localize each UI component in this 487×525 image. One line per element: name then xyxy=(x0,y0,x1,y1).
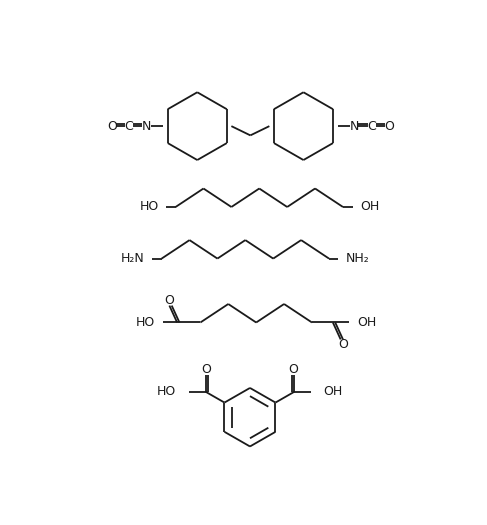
Text: HO: HO xyxy=(139,201,159,214)
Text: OH: OH xyxy=(360,201,379,214)
Text: OH: OH xyxy=(324,385,343,398)
Text: O: O xyxy=(289,363,299,376)
Text: O: O xyxy=(384,120,393,133)
Text: C: C xyxy=(367,120,376,133)
Text: O: O xyxy=(165,293,174,307)
Text: O: O xyxy=(338,338,348,351)
Text: N: N xyxy=(141,120,151,133)
Text: OH: OH xyxy=(357,316,376,329)
Text: N: N xyxy=(350,120,359,133)
Text: H₂N: H₂N xyxy=(121,252,145,265)
Text: HO: HO xyxy=(136,316,155,329)
Text: NH₂: NH₂ xyxy=(346,252,370,265)
Text: O: O xyxy=(202,363,211,376)
Text: O: O xyxy=(107,120,117,133)
Text: C: C xyxy=(125,120,133,133)
Text: HO: HO xyxy=(157,385,176,398)
